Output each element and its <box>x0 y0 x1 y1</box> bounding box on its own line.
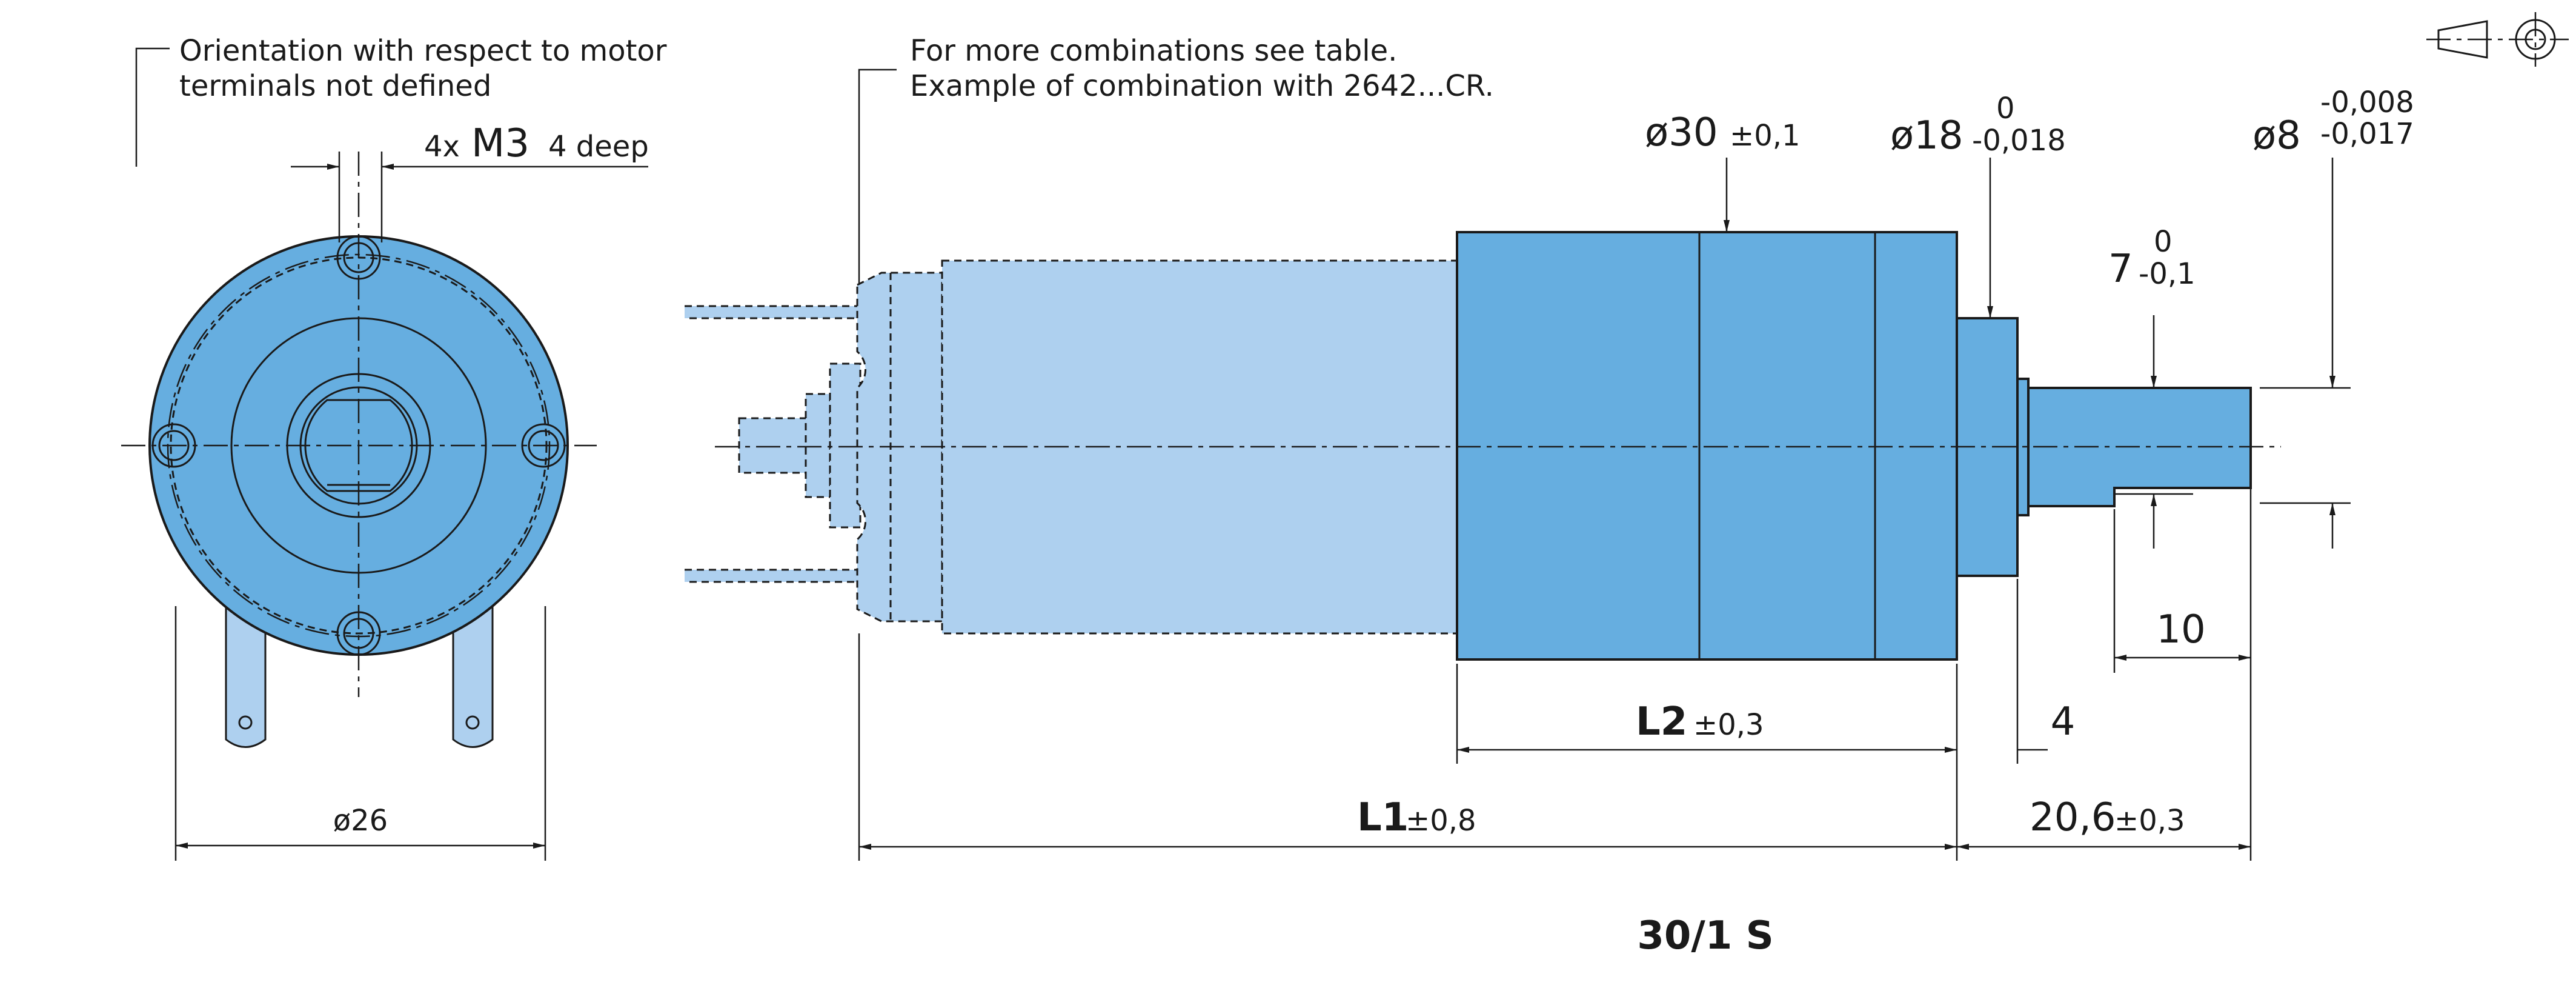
shaft-length-tol: ±0,3 <box>2114 804 2185 838</box>
l2-tol: ±0,3 <box>1693 708 1764 742</box>
flat-tol-lower: -0,1 <box>2139 257 2196 291</box>
front-diameter-label: ø26 <box>333 804 388 838</box>
l1-tol: ±0,8 <box>1406 804 1476 838</box>
terminal-hole-right <box>465 715 480 730</box>
flat-length-label: 10 <box>2156 607 2205 652</box>
front-view: 4x M3 4 deep Orientation with respect to… <box>121 34 667 861</box>
shaft-diameter-label: ø8 <box>2252 113 2301 158</box>
flat-tol-upper: 0 <box>2154 225 2173 259</box>
combination-note-line1: For more combinations see table. <box>910 34 1397 68</box>
shaft-tol-upper: -0,008 <box>2320 85 2414 119</box>
shaft-tol-lower: -0,017 <box>2320 117 2414 151</box>
projection-symbol-icon <box>2426 12 2569 67</box>
side-view: For more combinations see table. Example… <box>685 34 2414 861</box>
pilot-tol-upper: 0 <box>1996 92 2015 125</box>
motor-terminal-bottom <box>685 569 868 583</box>
body-diameter-tol: ±0,1 <box>1730 119 1801 153</box>
pilot-length-label: 4 <box>2051 699 2076 744</box>
orientation-note-line2: terminals not defined <box>179 69 491 103</box>
gearhead-body <box>1456 231 1958 661</box>
body-diameter-label: ø30 <box>1645 110 1718 155</box>
motor-rear-boss <box>805 393 831 498</box>
motor-rear-bearing <box>738 417 810 474</box>
terminal-tab-right <box>452 605 494 748</box>
orientation-note-line1: Orientation with respect to motor <box>179 34 667 68</box>
thread-size: M3 <box>471 121 529 166</box>
motor-rear-hub <box>829 362 861 529</box>
l2-label: L2 <box>1636 699 1687 744</box>
terminal-hole-left <box>238 715 253 730</box>
combination-note-line2: Example of combination with 2642...CR. <box>910 69 1494 103</box>
l1-label: L1 <box>1357 795 1409 840</box>
shaft-length-label: 20,6 <box>2030 795 2116 840</box>
shaft-end <box>304 399 413 492</box>
model-title: 30/1 S <box>1637 913 1773 958</box>
thread-depth: 4 deep <box>548 130 649 164</box>
terminal-tab-left <box>225 605 267 748</box>
pilot-diameter-label: ø18 <box>1890 113 1964 158</box>
motor-terminal-top <box>685 305 868 319</box>
pilot-tol-lower: -0,018 <box>1972 124 2066 158</box>
flat-dimension-label: 7 <box>2108 247 2133 292</box>
thread-prefix: 4x <box>424 130 460 164</box>
